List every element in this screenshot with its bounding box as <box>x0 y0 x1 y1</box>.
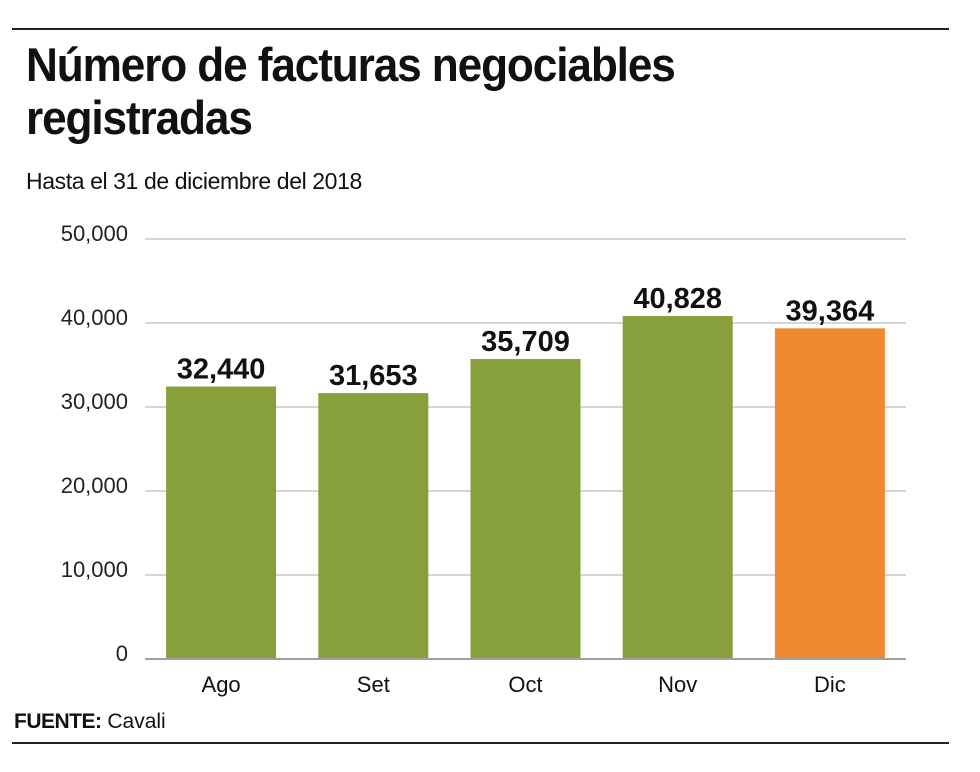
bar-dic <box>774 328 885 659</box>
data-label-oct: 35,709 <box>481 326 570 358</box>
top-rule <box>12 28 949 30</box>
chart-title: Número de facturas negociables registrad… <box>26 38 676 144</box>
y-tick-label: 30,000 <box>61 389 128 414</box>
y-axis-ticks: 0 10,000 20,000 30,000 40,000 50,000 <box>61 221 128 666</box>
chart-subtitle: Hasta el 31 de diciembre del 2018 <box>26 168 362 194</box>
bar-nov <box>622 316 733 659</box>
y-tick-label: 0 <box>116 641 128 666</box>
bar-set <box>318 393 429 659</box>
y-tick-label: 50,000 <box>61 221 128 246</box>
x-tick-label-nov: Nov <box>658 672 697 697</box>
y-tick-label: 40,000 <box>61 305 128 330</box>
x-tick-label-ago: Ago <box>202 672 241 697</box>
bar-oct <box>470 359 581 659</box>
bottom-rule <box>12 742 949 744</box>
data-label-ago: 32,440 <box>177 354 266 386</box>
bars <box>166 316 885 659</box>
source-label: FUENTE: <box>14 710 102 733</box>
source-value: Cavali <box>107 710 166 733</box>
x-tick-label-dic: Dic <box>814 672 846 697</box>
x-tick-label-oct: Oct <box>508 672 542 697</box>
x-axis-ticks: Ago Set Oct Nov Dic <box>202 672 846 697</box>
bar-ago <box>166 386 277 659</box>
x-tick-label-set: Set <box>357 672 390 697</box>
y-tick-label: 20,000 <box>61 473 128 498</box>
y-tick-label: 10,000 <box>61 557 128 582</box>
source-note: FUENTE: Cavali <box>14 710 166 734</box>
data-label-set: 31,653 <box>329 360 418 392</box>
data-label-nov: 40,828 <box>633 283 722 315</box>
data-labels: 32,440 31,653 35,709 40,828 39,364 <box>177 283 875 392</box>
data-label-dic: 39,364 <box>786 295 875 327</box>
